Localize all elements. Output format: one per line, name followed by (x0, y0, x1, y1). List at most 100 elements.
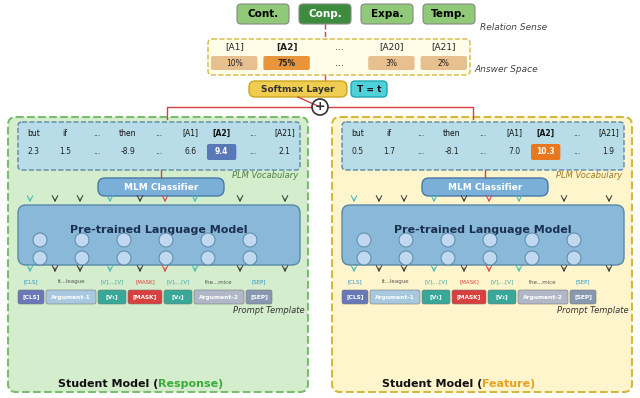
FancyBboxPatch shape (98, 290, 126, 304)
Text: ...: ... (93, 148, 100, 156)
FancyBboxPatch shape (420, 56, 467, 70)
Circle shape (567, 233, 581, 247)
Text: [V₂]: [V₂] (172, 295, 184, 300)
Text: ...: ... (93, 129, 100, 137)
Text: [SEP]: [SEP] (574, 295, 592, 300)
FancyBboxPatch shape (164, 290, 192, 304)
FancyBboxPatch shape (18, 205, 300, 265)
FancyBboxPatch shape (46, 290, 96, 304)
Circle shape (441, 251, 455, 265)
FancyBboxPatch shape (342, 205, 624, 265)
FancyBboxPatch shape (18, 122, 300, 170)
Text: Prompt Template: Prompt Template (234, 306, 305, 315)
Text: if: if (63, 129, 67, 137)
Text: Pre-trained Language Model: Pre-trained Language Model (70, 225, 248, 235)
Circle shape (75, 251, 89, 265)
Text: Argument-1: Argument-1 (51, 295, 91, 300)
FancyBboxPatch shape (246, 290, 272, 304)
Text: ...: ... (156, 129, 163, 137)
Circle shape (75, 233, 89, 247)
FancyBboxPatch shape (264, 56, 310, 70)
Text: Cont.: Cont. (248, 9, 278, 19)
Text: 2.1: 2.1 (278, 148, 291, 156)
Text: 3%: 3% (385, 59, 397, 68)
Text: [CLS]: [CLS] (348, 279, 362, 285)
FancyBboxPatch shape (351, 81, 387, 97)
Text: it...league: it...league (57, 279, 85, 285)
Text: [CLS]: [CLS] (24, 279, 38, 285)
Text: 2.3: 2.3 (28, 148, 40, 156)
Text: ...: ... (335, 43, 343, 51)
Text: 6.6: 6.6 (184, 148, 196, 156)
Circle shape (201, 233, 215, 247)
Text: Expa.: Expa. (371, 9, 403, 19)
Circle shape (33, 251, 47, 265)
Text: [MASK]: [MASK] (133, 295, 157, 300)
FancyBboxPatch shape (570, 290, 596, 304)
Text: 2%: 2% (438, 59, 450, 68)
FancyBboxPatch shape (423, 4, 475, 24)
Circle shape (441, 233, 455, 247)
Text: if: if (387, 129, 392, 137)
Circle shape (357, 233, 371, 247)
Text: [MASK]: [MASK] (135, 279, 155, 285)
Text: [A1]: [A1] (182, 129, 198, 137)
Text: Prompt Template: Prompt Template (557, 306, 629, 315)
Circle shape (243, 251, 257, 265)
Circle shape (357, 251, 371, 265)
FancyBboxPatch shape (342, 290, 368, 304)
Text: Softmax Layer: Softmax Layer (261, 84, 335, 94)
Circle shape (201, 251, 215, 265)
Text: -8.1: -8.1 (444, 148, 459, 156)
Text: the...mice: the...mice (205, 279, 233, 285)
Text: Temp.: Temp. (431, 9, 467, 19)
Text: but: but (351, 129, 364, 137)
Circle shape (525, 233, 539, 247)
FancyBboxPatch shape (98, 178, 224, 196)
FancyBboxPatch shape (368, 56, 415, 70)
Text: [MASK]: [MASK] (457, 295, 481, 300)
Text: [A2]: [A2] (276, 43, 298, 51)
Circle shape (243, 233, 257, 247)
Text: 1.9: 1.9 (602, 148, 614, 156)
Text: [A20]: [A20] (379, 43, 404, 51)
Text: ...: ... (479, 148, 486, 156)
Text: [A21]: [A21] (274, 129, 294, 137)
FancyBboxPatch shape (128, 290, 162, 304)
Text: [V],...[V]: [V],...[V] (166, 279, 189, 285)
Text: ...: ... (156, 148, 163, 156)
Text: ...: ... (335, 58, 344, 68)
FancyBboxPatch shape (518, 290, 568, 304)
Text: 1.5: 1.5 (59, 148, 71, 156)
FancyBboxPatch shape (207, 144, 236, 160)
Text: [V₁]: [V₁] (429, 295, 442, 300)
Text: [A21]: [A21] (598, 129, 619, 137)
Circle shape (483, 233, 497, 247)
FancyBboxPatch shape (361, 4, 413, 24)
Text: [V],...[V]: [V],...[V] (424, 279, 447, 285)
Text: [MASK]: [MASK] (459, 279, 479, 285)
Text: then: then (119, 129, 136, 137)
Text: 0.5: 0.5 (351, 148, 364, 156)
Text: Student Model (: Student Model ( (381, 379, 482, 389)
Text: MLM Classifier: MLM Classifier (124, 183, 198, 191)
FancyBboxPatch shape (299, 4, 351, 24)
FancyBboxPatch shape (531, 144, 561, 160)
FancyBboxPatch shape (249, 81, 347, 97)
Text: ...: ... (479, 129, 486, 137)
FancyBboxPatch shape (422, 290, 450, 304)
FancyBboxPatch shape (332, 117, 632, 392)
Text: [A2]: [A2] (212, 129, 231, 137)
Circle shape (399, 251, 413, 265)
Text: [V],...[V]: [V],...[V] (100, 279, 124, 285)
Text: [CLS]: [CLS] (22, 295, 40, 300)
Text: Argument-2: Argument-2 (199, 295, 239, 300)
Circle shape (159, 233, 173, 247)
Text: [SEP]: [SEP] (576, 279, 590, 285)
Text: MLM Classifier: MLM Classifier (448, 183, 522, 191)
Text: Feature): Feature) (482, 379, 535, 389)
FancyBboxPatch shape (18, 290, 44, 304)
FancyBboxPatch shape (208, 39, 470, 75)
Circle shape (525, 251, 539, 265)
Text: ...: ... (250, 129, 257, 137)
